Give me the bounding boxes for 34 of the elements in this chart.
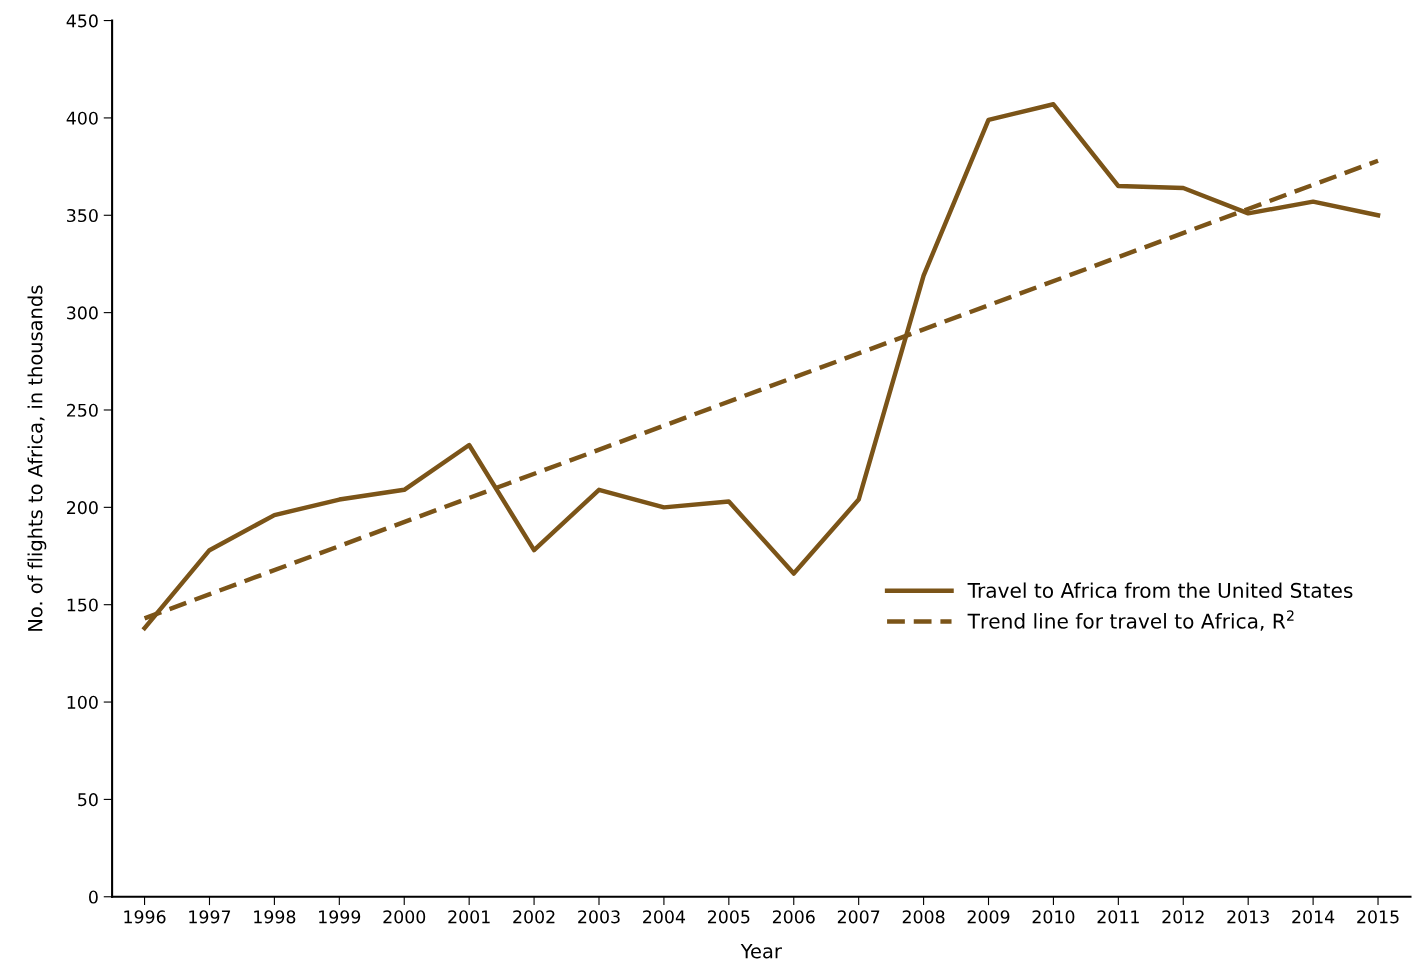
x-tick-label: 2014 xyxy=(1292,910,1335,924)
x-tick-label: 2000 xyxy=(383,910,426,924)
legend-label: Travel to Africa from the United States xyxy=(967,582,1353,599)
x-tick-label: 1999 xyxy=(319,910,361,924)
x-tick-label: 1997 xyxy=(189,910,231,924)
x-tick-label: 2005 xyxy=(708,910,750,924)
y-tick-label: 400 xyxy=(66,111,98,125)
x-tick-label: 2010 xyxy=(1032,910,1075,924)
x-tick-label: 2006 xyxy=(772,910,815,924)
legend-label: Trend line for travel to Africa, R$^{2}$ xyxy=(967,610,1294,631)
x-tick-label: 1998 xyxy=(254,910,296,924)
y-tick-label: 450 xyxy=(66,14,98,28)
x-tick-label: 2008 xyxy=(902,910,945,924)
x-tick-label: 1996 xyxy=(124,910,166,924)
y-tick-label: 200 xyxy=(67,501,98,515)
x-tick-label: 2003 xyxy=(578,910,620,924)
x-tick-label: 2001 xyxy=(448,910,490,924)
y-tick-label: 0 xyxy=(89,890,98,904)
y-tick-label: 250 xyxy=(67,403,98,417)
y-tick-label: 150 xyxy=(67,598,98,612)
x-tick-label: 2011 xyxy=(1097,910,1139,924)
x-tick-label: 2002 xyxy=(513,910,555,924)
y-tick-label: 100 xyxy=(67,695,98,709)
x-tick-label: 2012 xyxy=(1162,910,1204,924)
x-tick-label: 2015 xyxy=(1357,910,1399,924)
x-axis-title: Year xyxy=(740,944,782,959)
x-tick-label: 2004 xyxy=(643,910,686,924)
y-tick-label: 350 xyxy=(67,208,98,223)
x-tick-label: 2013 xyxy=(1227,910,1269,924)
y-axis-title: No. of flights to Africa, in thousands xyxy=(27,285,47,631)
x-tick-label: 2009 xyxy=(967,910,1010,924)
x-tick-label: 2007 xyxy=(837,910,880,924)
y-tick-label: 300 xyxy=(67,306,98,320)
y-tick-label: 50 xyxy=(78,793,98,807)
